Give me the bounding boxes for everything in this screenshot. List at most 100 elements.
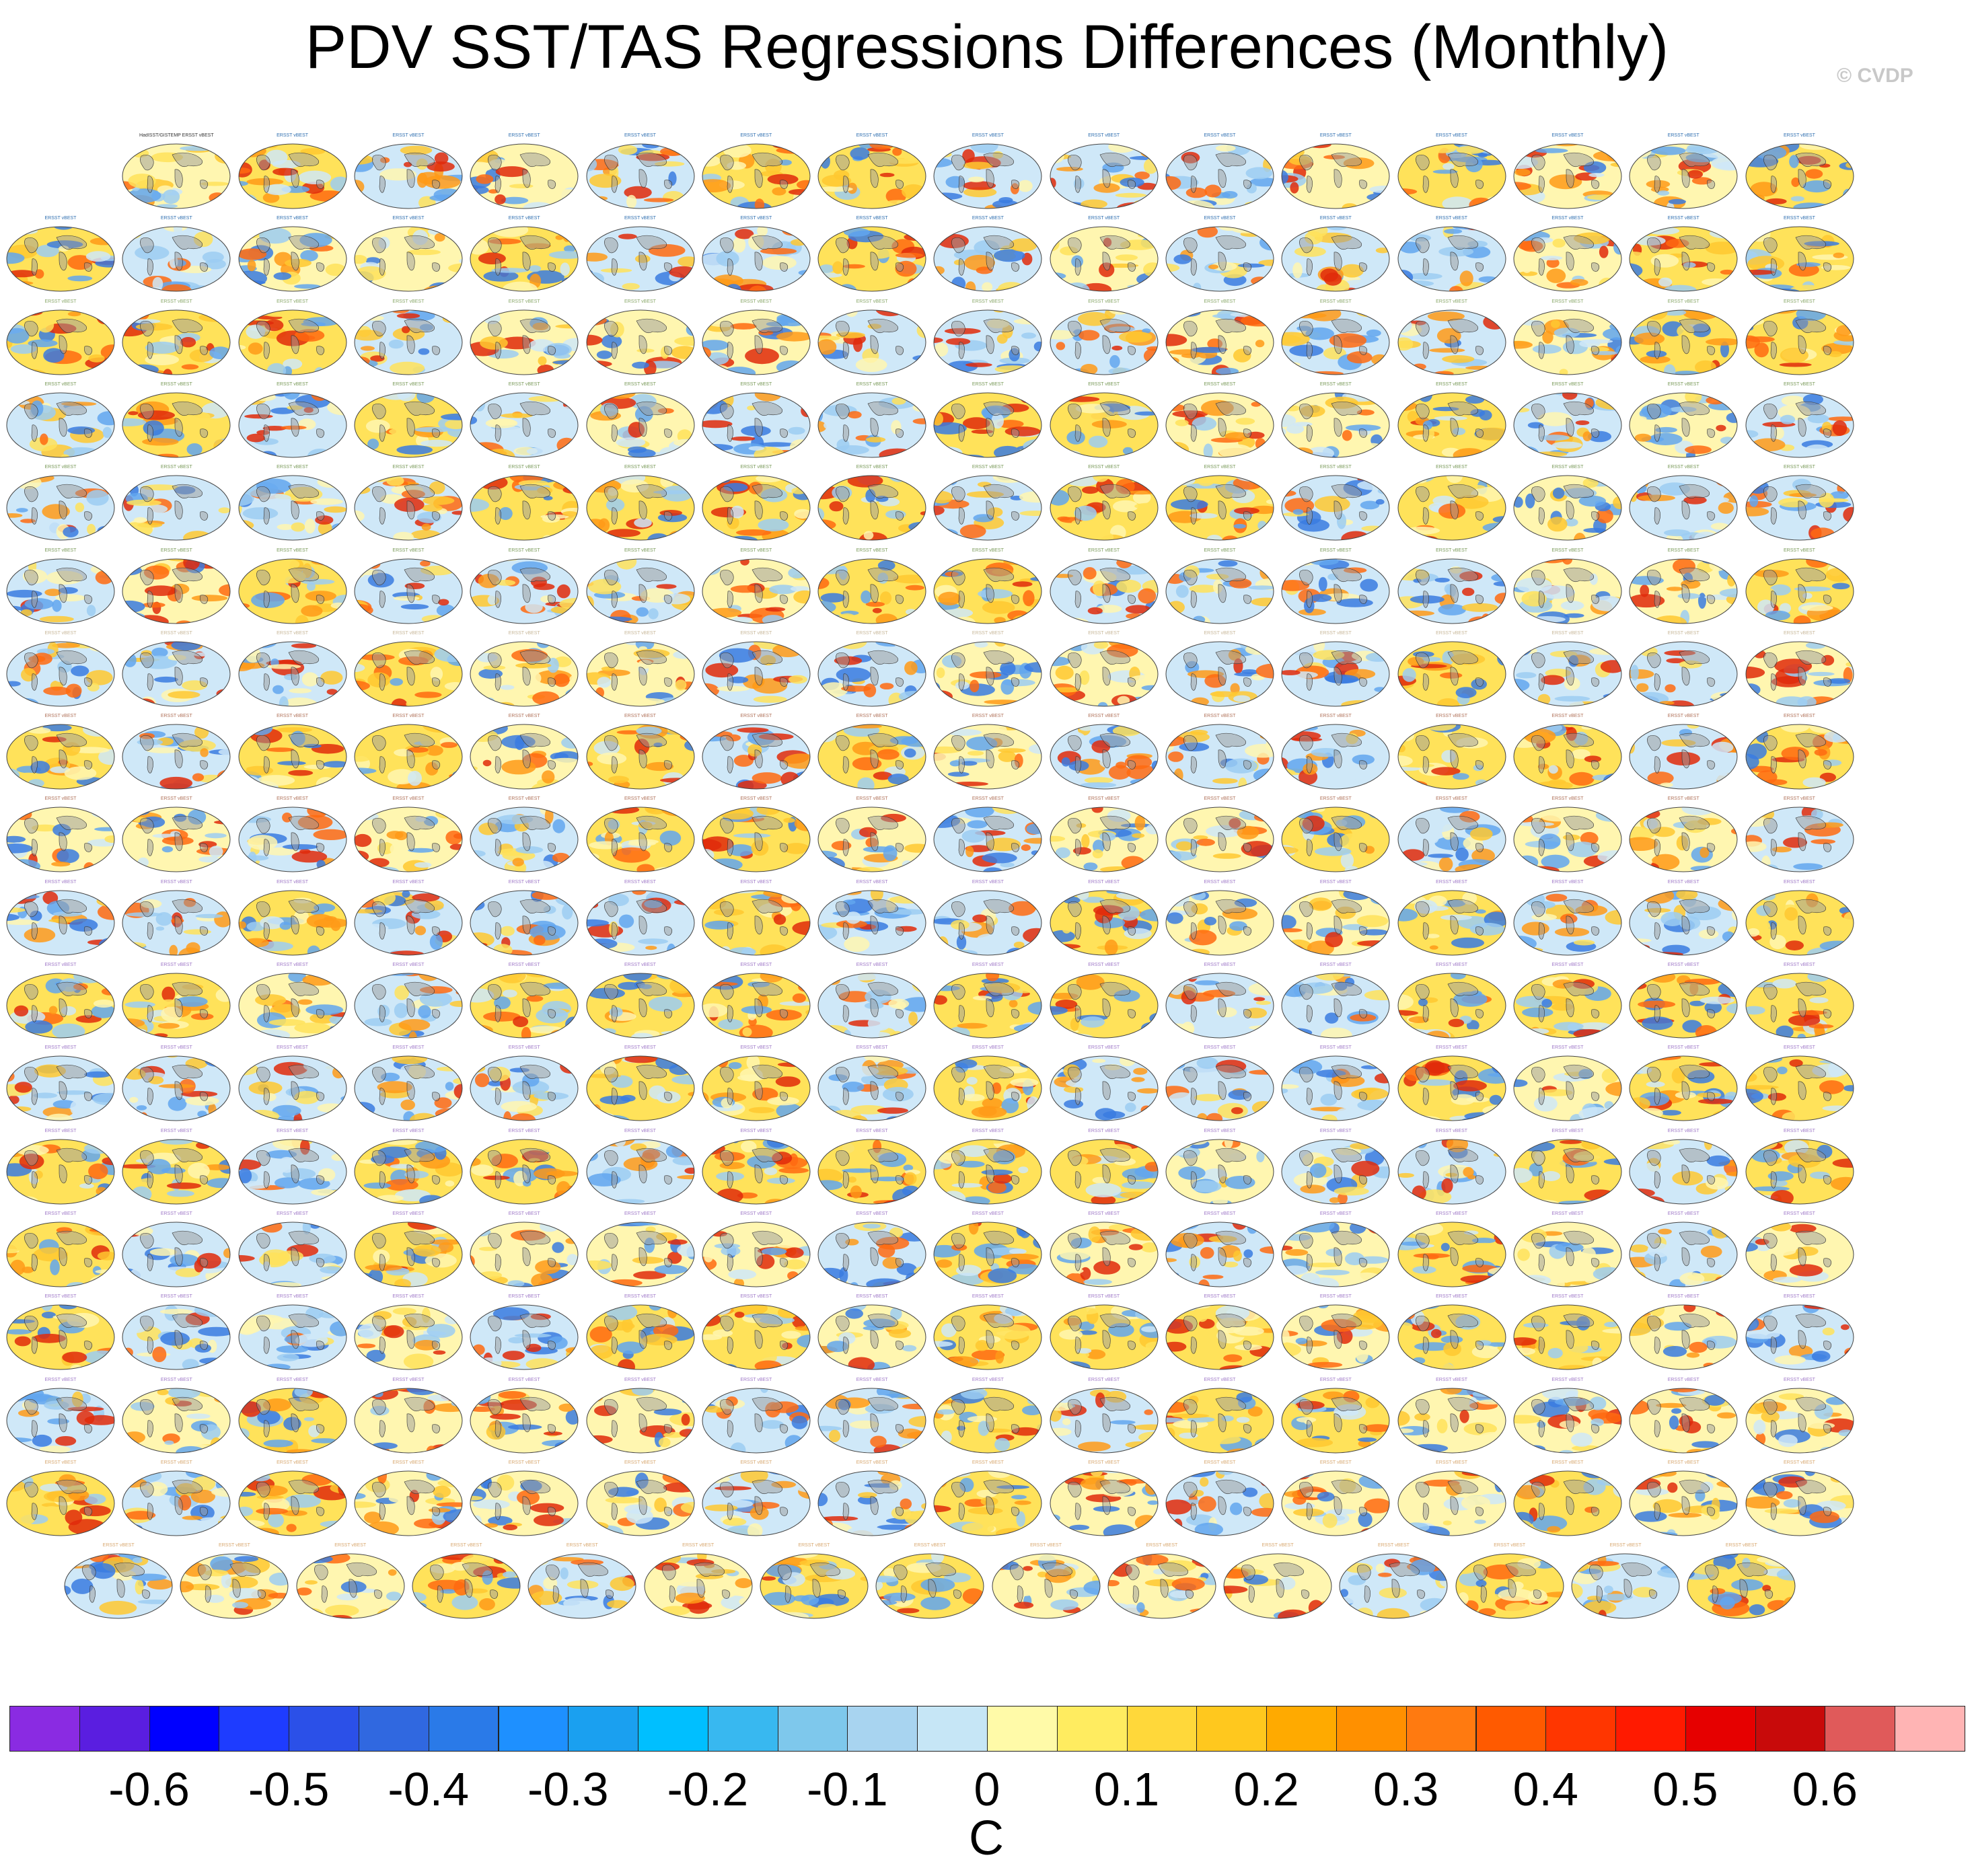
globe-map-icon: [702, 806, 811, 872]
globe-map-icon: [1281, 806, 1390, 872]
globe-map-icon: [1745, 1470, 1854, 1536]
regression-map-panel: ERSST vBEST: [1336, 1543, 1451, 1621]
panel-label: ERSST vBEST: [1319, 548, 1352, 553]
regression-map-panel: ERSST vBEST: [118, 714, 234, 792]
regression-map-panel: ERSST vBEST: [1510, 133, 1625, 211]
globe-map-icon: [6, 226, 115, 292]
globe-map-icon: [1513, 1222, 1622, 1287]
globe-map-icon: [1629, 1388, 1738, 1453]
panel-label: ERSST vBEST: [1319, 216, 1352, 221]
globe-map-icon: [1745, 309, 1854, 375]
panel-label: ERSST vBEST: [277, 216, 309, 221]
globe-map-icon: [817, 558, 926, 624]
panel-label: ERSST vBEST: [1204, 1460, 1236, 1465]
colorbar-tick-label: 0: [974, 1763, 1000, 1815]
panel-label: ERSST vBEST: [972, 1211, 1004, 1216]
colorbar-swatch: [1126, 1706, 1198, 1752]
panel-label: ERSST vBEST: [1667, 1211, 1699, 1216]
panel-label: ERSST vBEST: [44, 1377, 77, 1382]
panel-label: ERSST vBEST: [277, 963, 309, 967]
panel-label: ERSST vBEST: [1377, 1543, 1410, 1548]
globe-map-icon: [1629, 1470, 1738, 1536]
regression-map-panel: ERSST vBEST: [1104, 1543, 1220, 1621]
colorbar-swatch: [1336, 1706, 1407, 1752]
regression-map-panel: ERSST vBEST: [1278, 548, 1393, 626]
globe-map-icon: [1281, 1222, 1390, 1287]
globe-map-icon: [122, 973, 231, 1039]
panel-label: ERSST vBEST: [1088, 548, 1120, 553]
globe-map-icon: [122, 806, 231, 872]
regression-map-panel: ERSST vBEST: [3, 299, 118, 377]
regression-map-panel: ERSST vBEST: [1742, 631, 1858, 709]
globe-map-icon: [702, 1304, 811, 1370]
panel-label: ERSST vBEST: [624, 630, 656, 636]
colorbar-swatch: [1475, 1706, 1547, 1752]
panel-label: ERSST vBEST: [277, 714, 309, 719]
regression-map-panel: ERSST vBEST: [1278, 465, 1393, 543]
regression-map-panel: ERSST vBEST: [1742, 548, 1858, 626]
regression-map-panel: ERSST vBEST: [466, 216, 582, 294]
panel-label: ERSST vBEST: [856, 963, 888, 967]
panel-label: ERSST vBEST: [856, 216, 888, 221]
colorbar: [9, 1706, 1965, 1752]
panel-label: ERSST vBEST: [1551, 133, 1584, 138]
regression-map-panel: ERSST vBEST: [930, 1378, 1046, 1456]
regression-map-panel: ERSST vBEST: [583, 1129, 698, 1207]
panel-label: ERSST vBEST: [1494, 1543, 1526, 1548]
regression-map-panel: ERSST vBEST: [118, 382, 234, 460]
panel-label: ERSST vBEST: [277, 879, 309, 885]
regression-map-panel: ERSST vBEST: [814, 299, 930, 377]
regression-map-panel: ERSST vBEST: [814, 548, 930, 626]
regression-map-panel: ERSST vBEST: [583, 963, 698, 1041]
regression-map-panel: ERSST vBEST: [1278, 631, 1393, 709]
panel-label: ERSST vBEST: [1088, 1045, 1120, 1051]
regression-map-panel: ERSST vBEST: [583, 133, 698, 211]
colorbar-swatch: [1405, 1706, 1477, 1752]
regression-map-panel: ERSST vBEST: [930, 631, 1046, 709]
regression-map-panel: ERSST vBEST: [1394, 1045, 1510, 1123]
regression-map-panel: ERSST vBEST: [466, 299, 582, 377]
colorbar-unit: C: [969, 1811, 1004, 1865]
globe-map-icon: [702, 890, 811, 956]
globe-map-icon: [122, 724, 231, 790]
globe-map-icon: [470, 1388, 579, 1453]
globe-map-icon: [1339, 1553, 1448, 1619]
panel-label: ERSST vBEST: [44, 796, 77, 802]
globe-map-icon: [470, 475, 579, 541]
panel-label: ERSST vBEST: [1204, 1294, 1236, 1300]
regression-map-panel: ERSST vBEST: [1046, 796, 1162, 874]
regression-map-panel: ERSST vBEST: [698, 1129, 814, 1207]
globe-map-icon: [817, 1139, 926, 1205]
panel-label: ERSST vBEST: [392, 133, 425, 138]
globe-map-icon: [586, 1139, 694, 1205]
globe-map-icon: [1397, 1139, 1506, 1205]
regression-map-panel: ERSST vBEST: [3, 631, 118, 709]
regression-map-panel: ERSST vBEST: [1683, 1543, 1799, 1621]
panel-label: ERSST vBEST: [160, 963, 192, 967]
globe-map-icon: [354, 392, 463, 458]
panel-label: ERSST vBEST: [160, 216, 192, 221]
regression-map-panel: ERSST vBEST: [1162, 548, 1278, 626]
globe-map-icon: [238, 1139, 347, 1205]
panel-label: ERSST vBEST: [856, 1377, 888, 1382]
panel-label: ERSST vBEST: [1204, 1377, 1236, 1382]
panel-label: ERSST vBEST: [44, 1128, 77, 1133]
panel-label: ERSST vBEST: [508, 299, 540, 304]
regression-map-panel: ERSST vBEST: [351, 1211, 466, 1289]
regression-map-panel: ERSST vBEST: [930, 133, 1046, 211]
globe-map-icon: [1165, 143, 1274, 209]
panel-label: ERSST vBEST: [1667, 1045, 1699, 1051]
panel-label: ERSST vBEST: [972, 381, 1004, 387]
regression-map-panel: ERSST vBEST: [61, 1543, 176, 1621]
globe-map-icon: [1745, 558, 1854, 624]
panel-label: ERSST vBEST: [1551, 796, 1584, 802]
regression-map-panel: ERSST vBEST: [235, 631, 351, 709]
globe-map-icon: [817, 1055, 926, 1121]
regression-map-panel: ERSST vBEST: [698, 1211, 814, 1289]
globe-map-icon: [1397, 973, 1506, 1039]
panel-label: ERSST vBEST: [740, 963, 772, 967]
panel-label: ERSST vBEST: [218, 1543, 250, 1548]
panel-label: ERSST vBEST: [740, 1045, 772, 1051]
globe-map-icon: [933, 558, 1042, 624]
panel-label: ERSST vBEST: [1088, 133, 1120, 138]
